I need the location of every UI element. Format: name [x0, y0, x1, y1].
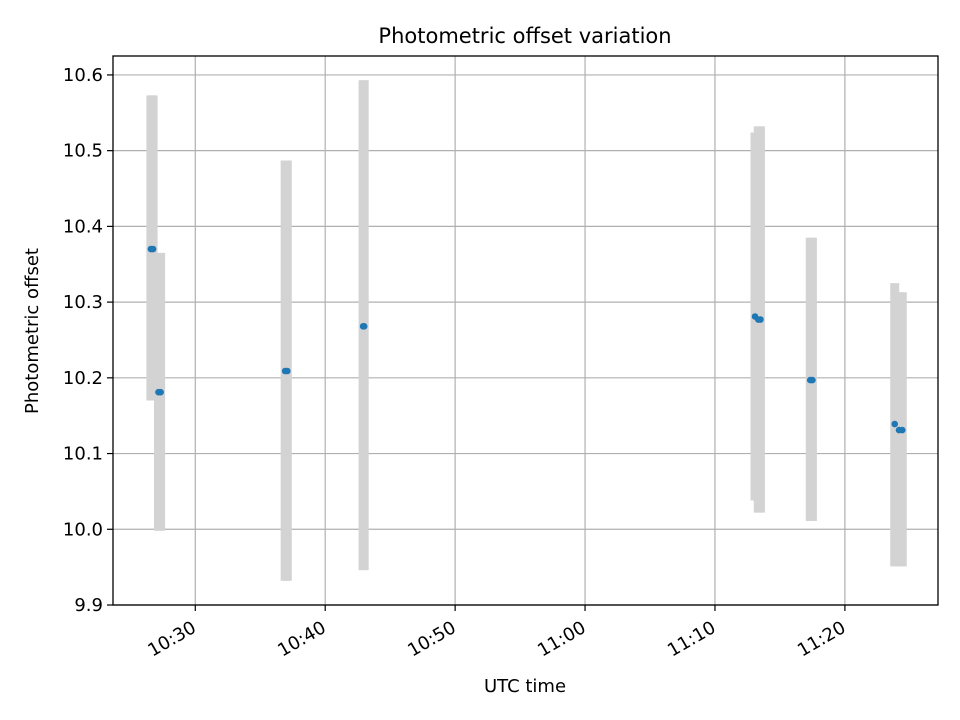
data-point — [757, 316, 764, 323]
data-point — [898, 426, 906, 434]
plot-frame — [112, 55, 939, 606]
data-point — [284, 367, 291, 375]
y-tick-label: 10.0 — [63, 519, 103, 540]
y-tick-label: 10.5 — [63, 141, 103, 162]
y-tick-label: 10.2 — [63, 368, 103, 389]
data-point — [809, 376, 816, 384]
data-point — [891, 420, 898, 428]
data-point — [149, 245, 157, 253]
y-tick-label: 9.9 — [74, 595, 103, 616]
grid — [113, 56, 938, 606]
y-tick-label: 10.6 — [63, 65, 103, 86]
y-tick-label: 10.4 — [63, 216, 103, 237]
data-points — [147, 245, 906, 434]
y-axis-ticks: 9.9 10.0 10.1 10.2 10.3 10.4 10.5 10.6 — [63, 65, 113, 616]
y-tick-label: 10.1 — [63, 444, 103, 465]
y-axis-label: Photometric offset — [22, 248, 43, 414]
y-tick-label: 10.3 — [63, 292, 103, 313]
x-axis-label: UTC time — [484, 676, 566, 697]
data-point — [157, 388, 164, 396]
data-point — [360, 323, 368, 330]
chart-title: Photometric offset variation — [378, 24, 671, 48]
